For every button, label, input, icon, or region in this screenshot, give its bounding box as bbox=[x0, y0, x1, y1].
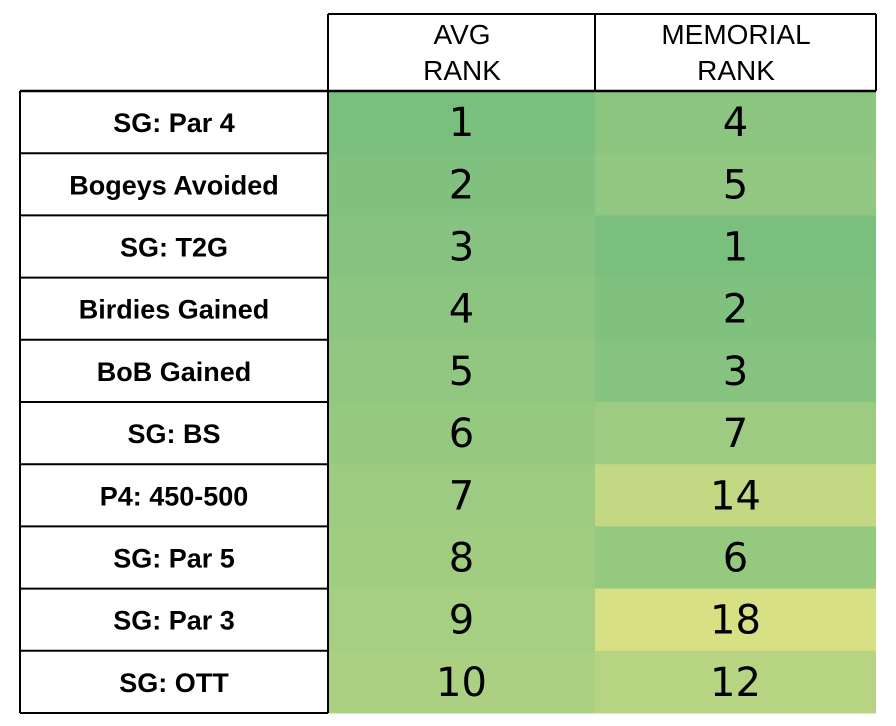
memorial-rank-value: 4 bbox=[723, 100, 748, 146]
table-row: SG: Par 5 8 6 bbox=[113, 526, 876, 590]
column-header-memorial-rank: MEMORIAL RANK bbox=[661, 19, 810, 86]
memorial-rank-value: 5 bbox=[723, 162, 748, 208]
avg-rank-value: 2 bbox=[449, 162, 474, 208]
avg-rank-value: 6 bbox=[449, 411, 474, 457]
avg-rank-value: 10 bbox=[436, 660, 487, 706]
table-row: Birdies Gained 4 2 bbox=[79, 277, 876, 341]
memorial-rank-cell bbox=[595, 339, 876, 403]
memorial-rank-value: 14 bbox=[710, 473, 761, 519]
table-row: Bogeys Avoided 2 5 bbox=[69, 153, 876, 216]
avg-rank-value: 8 bbox=[449, 536, 474, 582]
column-header-avg-rank-line1: AVG bbox=[433, 19, 490, 50]
memorial-rank-value: 2 bbox=[723, 287, 748, 333]
memorial-rank-cell bbox=[595, 402, 876, 465]
column-header-row: AVG RANK MEMORIAL RANK bbox=[423, 19, 811, 86]
avg-rank-cell bbox=[328, 402, 595, 465]
column-header-memorial-rank-line1: MEMORIAL bbox=[661, 19, 810, 50]
avg-rank-cell bbox=[328, 215, 595, 279]
table-row: SG: OTT 10 12 bbox=[119, 650, 876, 714]
memorial-rank-cell bbox=[595, 526, 876, 590]
row-label: SG: OTT bbox=[119, 668, 229, 698]
avg-rank-cell bbox=[328, 650, 595, 714]
avg-rank-cell bbox=[328, 91, 595, 154]
row-label: SG: BS bbox=[127, 419, 220, 449]
memorial-rank-cell bbox=[595, 91, 876, 154]
column-header-memorial-rank-line2: RANK bbox=[697, 55, 775, 86]
memorial-rank-value: 1 bbox=[723, 225, 748, 271]
row-label: Birdies Gained bbox=[79, 295, 270, 325]
avg-rank-value: 5 bbox=[449, 349, 474, 395]
avg-rank-value: 4 bbox=[449, 287, 474, 333]
row-label: P4: 450-500 bbox=[100, 481, 249, 511]
avg-rank-cell bbox=[328, 153, 595, 216]
row-label: SG: Par 3 bbox=[113, 606, 235, 636]
table-grid-lines bbox=[19, 13, 877, 714]
avg-rank-cell bbox=[328, 464, 595, 527]
column-header-avg-rank: AVG RANK bbox=[423, 19, 501, 86]
table-row: BoB Gained 5 3 bbox=[97, 339, 876, 403]
memorial-rank-cell bbox=[595, 588, 876, 652]
table-row: SG: Par 3 9 18 bbox=[113, 588, 876, 652]
column-header-avg-rank-line2: RANK bbox=[423, 55, 501, 86]
memorial-rank-value: 6 bbox=[723, 536, 748, 582]
memorial-rank-value: 7 bbox=[723, 411, 748, 457]
avg-rank-value: 9 bbox=[449, 598, 474, 644]
memorial-rank-value: 12 bbox=[710, 660, 761, 706]
memorial-rank-value: 3 bbox=[723, 349, 748, 395]
memorial-rank-cell bbox=[595, 277, 876, 341]
table-row: P4: 450-500 7 14 bbox=[100, 464, 876, 527]
memorial-rank-value: 18 bbox=[710, 598, 761, 644]
row-label: Bogeys Avoided bbox=[69, 170, 279, 200]
row-label: SG: Par 4 bbox=[113, 108, 235, 138]
avg-rank-value: 1 bbox=[449, 100, 474, 146]
row-label: SG: T2G bbox=[120, 233, 228, 263]
avg-rank-cell bbox=[328, 339, 595, 403]
avg-rank-cell bbox=[328, 277, 595, 341]
table-row: SG: T2G 3 1 bbox=[120, 215, 876, 279]
memorial-rank-cell bbox=[595, 153, 876, 216]
table-row: SG: Par 4 1 4 bbox=[113, 91, 876, 154]
row-label: SG: Par 5 bbox=[113, 544, 235, 574]
memorial-rank-cell bbox=[595, 464, 876, 527]
table-row: SG: BS 6 7 bbox=[127, 402, 876, 465]
memorial-rank-cell bbox=[595, 215, 876, 279]
avg-rank-cell bbox=[328, 588, 595, 652]
avg-rank-cell bbox=[328, 526, 595, 590]
memorial-rank-cell bbox=[595, 650, 876, 714]
avg-rank-value: 3 bbox=[449, 225, 474, 271]
row-label: BoB Gained bbox=[97, 357, 252, 387]
avg-rank-value: 7 bbox=[449, 473, 474, 519]
